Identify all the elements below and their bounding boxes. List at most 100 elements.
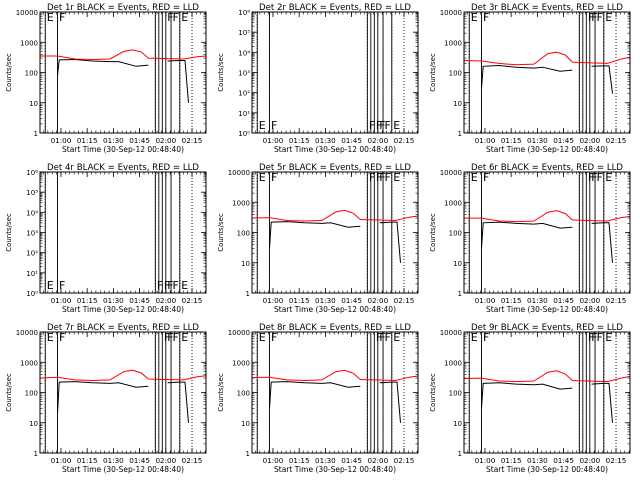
panel-title: Det 9r BLACK = Events, RED = LLD [471, 323, 623, 333]
series-line-events [379, 381, 401, 423]
y-tick-label: 1 [458, 130, 462, 138]
plot-frame [463, 11, 631, 134]
series-line-events [481, 382, 573, 409]
panel-title: Det 5r BLACK = Events, RED = LLD [259, 163, 411, 173]
interval-marker-label: F [271, 331, 277, 344]
interval-marker-label: E [181, 331, 188, 344]
y-tick-label: 10² [26, 250, 38, 258]
y-tick-label: 1000 [20, 359, 38, 367]
interval-marker-label: F [597, 171, 603, 184]
interval-marker-label: F [173, 331, 179, 344]
x-tick-label: 01:15 [77, 456, 98, 465]
panel-title: Det 2r BLACK = Events, RED = LLD [259, 3, 411, 13]
panel-title: Det 1r BLACK = Events, RED = LLD [47, 3, 199, 13]
interval-marker-label: F [59, 279, 65, 292]
interval-marker-label: F [483, 171, 489, 184]
interval-marker-label: E [47, 331, 54, 344]
y-tick-label: 100 [449, 390, 462, 398]
x-tick-label: 02:00 [579, 296, 600, 305]
y-tick-label: 10⁴ [26, 209, 38, 217]
x-tick-label: 01:45 [129, 136, 150, 145]
x-tick-label: 02:00 [579, 456, 600, 465]
y-tick-label: 10000 [440, 329, 462, 337]
y-tick-label: 1 [34, 130, 38, 138]
y-tick-label: 10⁶ [26, 169, 38, 177]
x-tick-label: 01:45 [553, 136, 574, 145]
x-tick-label: 02:15 [182, 296, 203, 305]
x-axis-title: Start Time (30-Sep-12 00:48:40) [274, 465, 396, 474]
interval-marker-label: E [259, 331, 266, 344]
y-tick-label: 100 [237, 230, 250, 238]
series-line-events [379, 221, 401, 263]
interval-marker-label: F [483, 331, 489, 344]
interval-marker-label: F [164, 279, 170, 292]
x-tick-label: 02:15 [606, 456, 627, 465]
x-tick-label: 02:15 [182, 136, 203, 145]
x-tick-label: 01:00 [51, 136, 72, 145]
y-tick-label: 10000 [228, 329, 250, 337]
x-tick-label: 01:15 [501, 136, 522, 145]
y-tick-label: 1000 [444, 199, 462, 207]
x-axis-title: Start Time (30-Sep-12 00:48:40) [62, 465, 184, 474]
y-axis-title: Counts/sec [5, 373, 13, 412]
x-axis-title: Start Time (30-Sep-12 00:48:40) [486, 465, 608, 474]
interval-marker-label: E [259, 119, 266, 132]
y-tick-label: 10 [453, 260, 462, 268]
y-tick-label: 10000 [16, 9, 38, 17]
plot-frame [39, 171, 207, 294]
interval-marker-label: F [271, 119, 277, 132]
series-line-events [481, 64, 573, 89]
y-tick-label: 10 [453, 420, 462, 428]
y-tick-label: 1000 [20, 39, 38, 47]
x-tick-label: 01:00 [263, 136, 284, 145]
x-axis-title: Start Time (30-Sep-12 00:48:40) [62, 145, 184, 154]
x-tick-label: 02:00 [155, 296, 176, 305]
y-tick-label: 10 [241, 260, 250, 268]
y-axis-title: Counts/sec [217, 213, 225, 252]
plot-frame [251, 331, 419, 454]
interval-marker-label: F [271, 171, 277, 184]
y-tick-label: 10³ [238, 70, 250, 78]
y-axis-title: Counts/sec [429, 213, 437, 252]
x-tick-label: 01:45 [341, 456, 362, 465]
y-tick-label: 10⁵ [238, 29, 250, 37]
interval-marker-label: E [605, 11, 612, 24]
y-tick-label: 10² [238, 90, 250, 98]
interval-marker-label: E [393, 119, 400, 132]
series-line-events [167, 60, 189, 103]
y-tick-label: 10000 [440, 169, 462, 177]
plot-frame [251, 171, 419, 294]
interval-marker-label: F [379, 171, 385, 184]
interval-marker-label: F [376, 119, 382, 132]
y-tick-label: 10⁰ [26, 290, 38, 298]
interval-marker-label: E [605, 171, 612, 184]
plot-frame [39, 331, 207, 454]
x-tick-label: 01:30 [103, 296, 124, 305]
series-line-events [57, 381, 149, 414]
interval-marker-label: F [588, 331, 594, 344]
series-line-events [57, 58, 149, 76]
y-tick-label: 1000 [444, 359, 462, 367]
plot-frame [463, 171, 631, 294]
panel-title: Det 4r BLACK = Events, RED = LLD [47, 163, 199, 173]
plot-frame [39, 11, 207, 134]
y-tick-label: 10¹ [26, 270, 38, 278]
interval-marker-label: F [173, 279, 179, 292]
y-tick-label: 10000 [440, 9, 462, 17]
x-tick-label: 02:15 [394, 296, 415, 305]
interval-marker-label: F [591, 331, 597, 344]
interval-marker-label: F [59, 331, 65, 344]
y-tick-label: 1000 [232, 359, 250, 367]
x-tick-label: 02:00 [155, 136, 176, 145]
interval-marker-label: F [588, 11, 594, 24]
series-line-lld [464, 210, 631, 223]
y-tick-label: 10000 [16, 329, 38, 337]
series-line-lld [40, 49, 207, 61]
x-tick-label: 01:45 [341, 136, 362, 145]
